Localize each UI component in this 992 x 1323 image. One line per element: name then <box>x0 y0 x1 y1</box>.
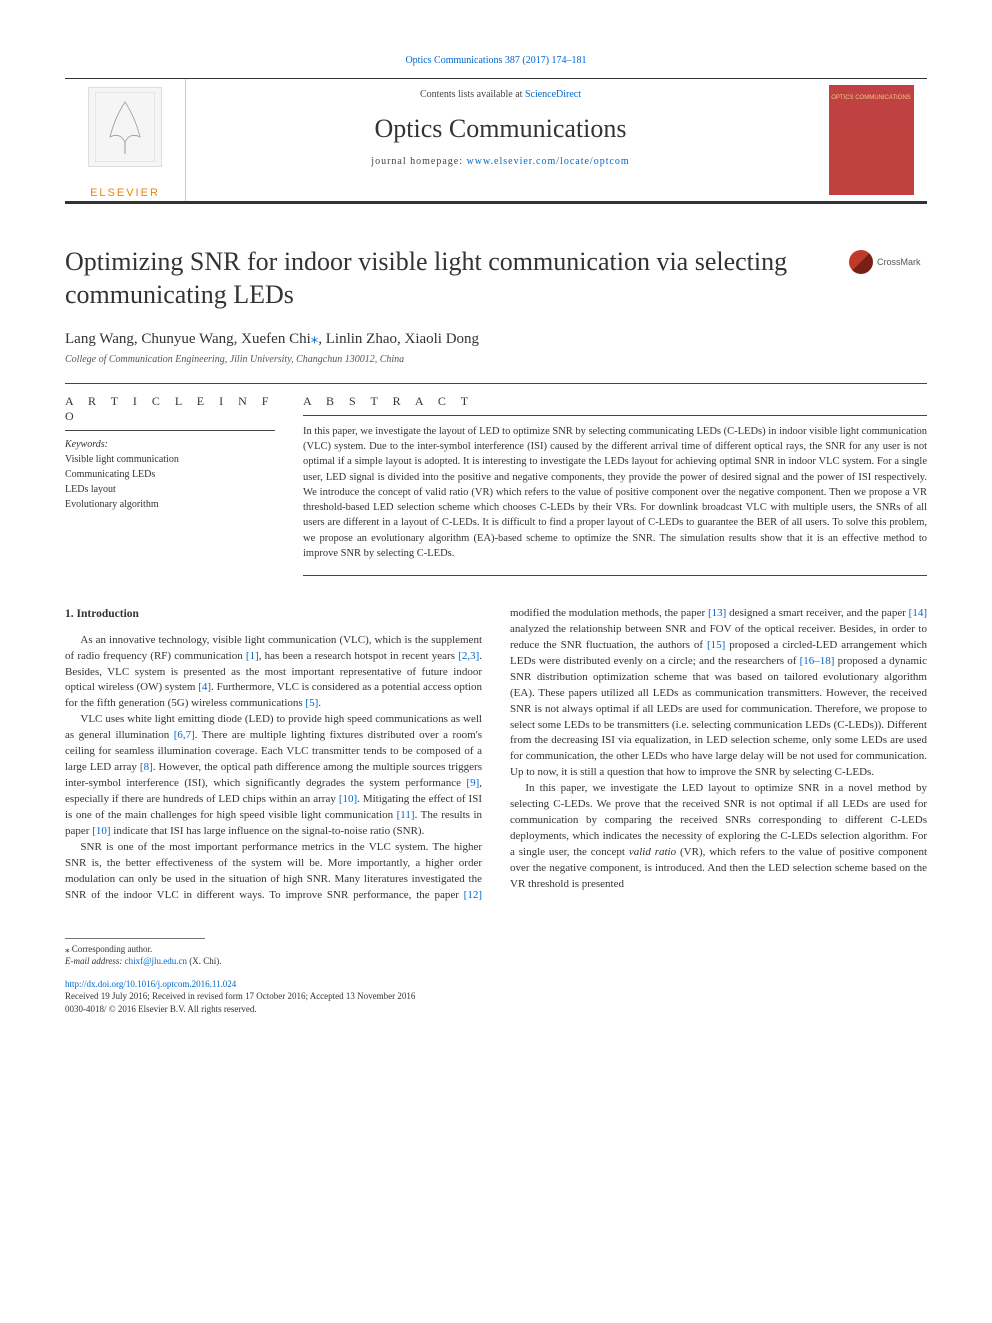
body-paragraph: In this paper, we investigate the LED la… <box>510 781 927 893</box>
doi-link[interactable]: http://dx.doi.org/10.1016/j.optcom.2016.… <box>65 979 236 989</box>
section-1-heading: 1. Introduction <box>65 606 482 623</box>
contents-available-line: Contents lists available at ScienceDirec… <box>186 89 815 100</box>
article-title: Optimizing SNR for indoor visible light … <box>65 246 829 311</box>
abstract-divider <box>303 415 927 416</box>
citation-ref[interactable]: [16–18] <box>800 655 835 667</box>
body-text: , has been a research hotspot in recent … <box>259 650 458 662</box>
footnote-text: Corresponding author. <box>70 944 153 954</box>
body-text: indoor VLC in different ways. To improve… <box>123 889 463 901</box>
crossmark-icon <box>849 250 873 274</box>
contents-prefix: Contents lists available at <box>420 89 525 100</box>
keyword-item: Visible light communication <box>65 452 275 467</box>
body-paragraph: VLC uses white light emitting diode (LED… <box>65 712 482 840</box>
journal-homepage-line: journal homepage: www.elsevier.com/locat… <box>186 156 815 167</box>
body-text: indicate that ISI has large influence on… <box>111 825 425 837</box>
keyword-item: LEDs layout <box>65 482 275 497</box>
body-paragraph: As an innovative technology, visible lig… <box>65 633 482 713</box>
body-text: designed a smart receiver, and the paper <box>726 607 908 619</box>
journal-name: Optics Communications <box>186 114 815 144</box>
page-container: Optics Communications 387 (2017) 174–181… <box>0 0 992 1056</box>
email-label: E-mail address: <box>65 956 125 966</box>
publisher-logo-area: ELSEVIER <box>65 79 186 201</box>
abstract-bottom-divider <box>303 575 927 576</box>
masthead-center: Contents lists available at ScienceDirec… <box>186 79 815 201</box>
citation-ref[interactable]: [12] <box>464 889 482 901</box>
copyright-line: 0030-4018/ © 2016 Elsevier B.V. All righ… <box>65 1004 257 1014</box>
article-info-divider <box>65 430 275 431</box>
citation-ref[interactable]: [8] <box>140 761 153 773</box>
elsevier-wordmark: ELSEVIER <box>90 187 160 199</box>
citation-ref[interactable]: [15] <box>707 639 725 651</box>
journal-cover-thumbnail: OPTICS COMMUNICATIONS <box>829 85 914 195</box>
citation-ref[interactable]: [5] <box>305 697 318 709</box>
sciencedirect-link[interactable]: ScienceDirect <box>525 89 581 100</box>
journal-cover-area: OPTICS COMMUNICATIONS <box>815 79 927 201</box>
article-info-heading: A R T I C L E I N F O <box>65 384 275 430</box>
citation-ref[interactable]: [6,7] <box>174 729 195 741</box>
elsevier-tree-icon <box>88 87 162 167</box>
keywords-list: Visible light communication Communicatin… <box>65 452 275 512</box>
citation-ref[interactable]: [10] <box>92 825 110 837</box>
homepage-prefix: journal homepage: <box>371 156 466 167</box>
info-abstract-row: A R T I C L E I N F O Keywords: Visible … <box>65 384 927 576</box>
body-text: modified the modulation methods, the pap… <box>510 607 708 619</box>
abstract-column: A B S T R A C T In this paper, we invest… <box>303 384 927 576</box>
abstract-heading: A B S T R A C T <box>303 384 927 415</box>
citation-ref[interactable]: [10] <box>339 793 357 805</box>
corresponding-email-link[interactable]: chixf@jlu.edu.cn <box>125 956 187 966</box>
body-text: . <box>318 697 321 709</box>
body-text-italic: valid ratio <box>629 846 676 858</box>
article-info-column: A R T I C L E I N F O Keywords: Visible … <box>65 384 275 576</box>
keyword-item: Communicating LEDs <box>65 467 275 482</box>
keywords-label: Keywords: <box>65 439 275 450</box>
received-dates: Received 19 July 2016; Received in revis… <box>65 991 415 1001</box>
citation-ref[interactable]: [13] <box>708 607 726 619</box>
corresponding-footnote: ⁎ Corresponding author. E-mail address: … <box>65 943 927 968</box>
email-suffix: (X. Chi). <box>187 956 222 966</box>
keyword-item: Evolutionary algorithm <box>65 497 275 512</box>
citation-ref[interactable]: [9] <box>466 777 479 789</box>
crossmark-badge[interactable]: CrossMark <box>849 246 927 278</box>
authors-names: Lang Wang, Chunyue Wang, Xuefen Chi <box>65 331 311 347</box>
body-text: proposed a dynamic SNR distribution opti… <box>510 655 927 779</box>
authors-line: Lang Wang, Chunyue Wang, Xuefen Chi⁎, Li… <box>65 329 927 348</box>
crossmark-label: CrossMark <box>877 257 921 267</box>
title-row: Optimizing SNR for indoor visible light … <box>65 246 927 311</box>
affiliation: College of Communication Engineering, Ji… <box>65 354 927 365</box>
abstract-text: In this paper, we investigate the layout… <box>303 424 927 561</box>
authors-tail: , Linlin Zhao, Xiaoli Dong <box>318 331 479 347</box>
citation-ref[interactable]: [11] <box>397 809 415 821</box>
citation-ref[interactable]: [14] <box>909 607 927 619</box>
journal-homepage-link[interactable]: www.elsevier.com/locate/optcom <box>467 156 630 167</box>
citation-link[interactable]: Optics Communications 387 (2017) 174–181 <box>65 55 927 66</box>
citation-ref[interactable]: [2,3] <box>458 650 479 662</box>
journal-masthead: ELSEVIER Contents lists available at Sci… <box>65 78 927 204</box>
citation-ref[interactable]: [4] <box>198 681 211 693</box>
citation-ref[interactable]: [1] <box>246 650 259 662</box>
doi-block: http://dx.doi.org/10.1016/j.optcom.2016.… <box>65 978 927 1016</box>
footnote-separator <box>65 938 205 939</box>
body-two-columns: 1. Introduction As an innovative technol… <box>65 606 927 904</box>
